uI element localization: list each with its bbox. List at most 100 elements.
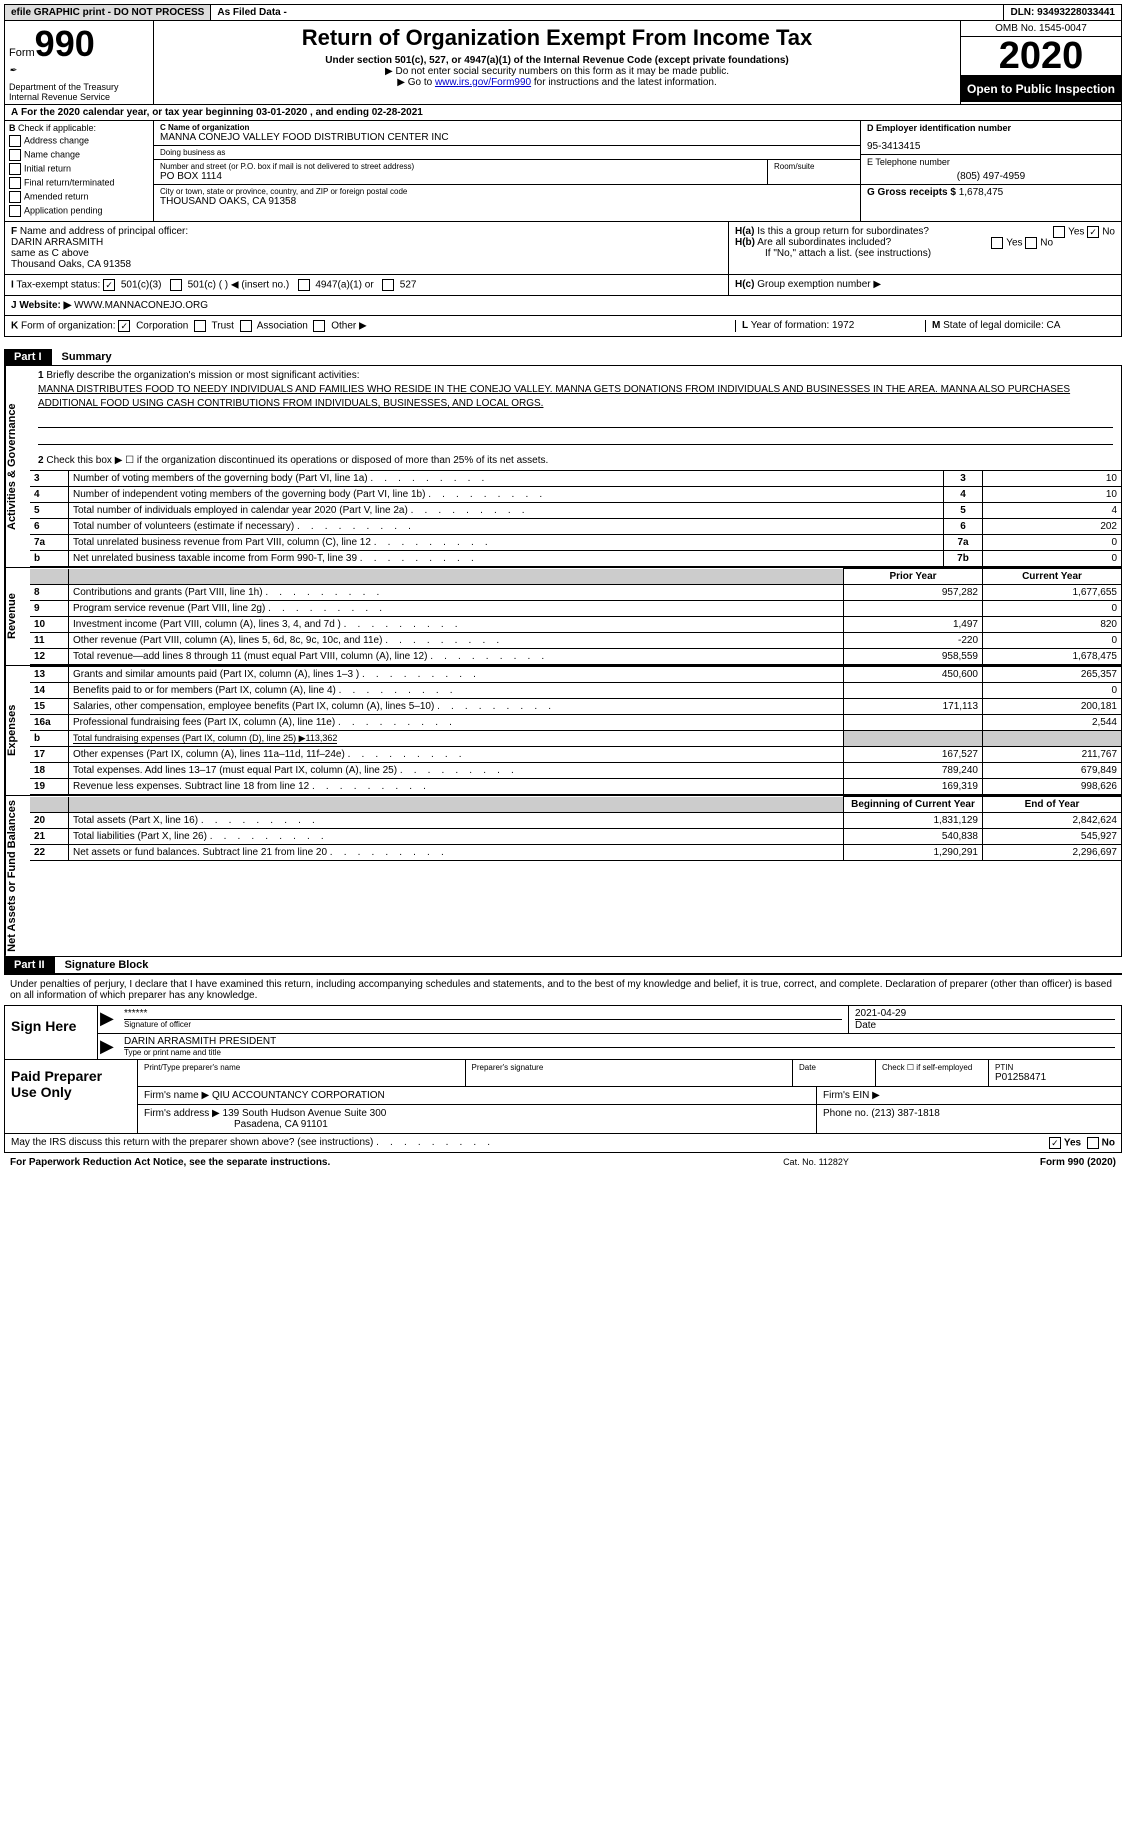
ptin: P01258471: [995, 1072, 1115, 1083]
footer-row: For Paperwork Reduction Act Notice, see …: [4, 1153, 1122, 1172]
hb-no-checkbox[interactable]: [1025, 237, 1037, 249]
501c-checkbox[interactable]: [170, 279, 182, 291]
net-assets-section: Net Assets or Fund Balances Beginning of…: [4, 796, 1122, 957]
section-bcd: B Check if applicable: Address change Na…: [4, 121, 1122, 222]
table-row: 4Number of independent voting members of…: [30, 487, 1121, 503]
application-pending-checkbox[interactable]: [9, 205, 21, 217]
address-change-checkbox[interactable]: [9, 135, 21, 147]
officer-name: DARIN ARRASMITH PRESIDENT: [124, 1036, 1115, 1047]
activities-governance: Activities & Governance 1 Briefly descri…: [4, 366, 1122, 568]
part-ii-header: Part II Signature Block: [4, 957, 1122, 974]
firm-name: QIU ACCOUNTANCY CORPORATION: [212, 1090, 385, 1101]
discuss-yes-checkbox[interactable]: ✓: [1049, 1137, 1061, 1149]
column-d: D Employer identification number 95-3413…: [860, 121, 1121, 221]
table-row: 20Total assets (Part X, line 16)1,831,12…: [30, 813, 1121, 829]
column-c: C Name of organization MANNA CONEJO VALL…: [154, 121, 860, 221]
ha-yes-checkbox[interactable]: [1053, 226, 1065, 238]
expenses-table: 13Grants and similar amounts paid (Part …: [30, 666, 1121, 795]
dept-treasury: Department of the Treasury: [9, 82, 149, 92]
header-right: OMB No. 1545-0047 2020 Open to Public In…: [960, 21, 1121, 104]
table-row: 9Program service revenue (Part VIII, lin…: [30, 601, 1121, 617]
governance-table: 3Number of voting members of the governi…: [30, 470, 1121, 567]
org-name: MANNA CONEJO VALLEY FOOD DISTRIBUTION CE…: [160, 132, 854, 143]
form-prefix: Form: [9, 47, 35, 59]
mission-description: MANNA DISTRIBUTES FOOD TO NEEDY INDIVIDU…: [38, 383, 1113, 411]
discuss-row: May the IRS discuss this return with the…: [4, 1134, 1122, 1153]
efile-notice: efile GRAPHIC print - DO NOT PROCESS: [5, 5, 211, 20]
amended-return-checkbox[interactable]: [9, 191, 21, 203]
revenue-table: Prior Year Current Year 8Contributions a…: [30, 568, 1121, 665]
table-row: 11Other revenue (Part VIII, column (A), …: [30, 633, 1121, 649]
table-row: 15Salaries, other compensation, employee…: [30, 699, 1121, 715]
street-address: PO BOX 1114: [160, 171, 761, 182]
signature-intro: Under penalties of perjury, I declare th…: [4, 974, 1122, 1005]
signature-arrow-icon: ▶: [98, 1006, 118, 1033]
gross-receipts: 1,678,475: [959, 187, 1004, 198]
discuss-no-checkbox[interactable]: [1087, 1137, 1099, 1149]
firm-phone: (213) 387-1818: [871, 1108, 939, 1119]
line-a: A For the 2020 calendar year, or tax yea…: [4, 105, 1122, 121]
527-checkbox[interactable]: [382, 279, 394, 291]
association-checkbox[interactable]: [240, 320, 252, 332]
row-k: K Form of organization: ✓ Corporation Tr…: [4, 316, 1122, 337]
form-title: Return of Organization Exempt From Incom…: [162, 25, 952, 51]
row-j: J Website: ▶ WWW.MANNACONEJO.ORG: [4, 296, 1122, 316]
corporation-checkbox[interactable]: ✓: [118, 320, 130, 332]
table-row: 5Total number of individuals employed in…: [30, 503, 1121, 519]
row-f-h: F Name and address of principal officer:…: [4, 222, 1122, 275]
table-row: 14Benefits paid to or for members (Part …: [30, 683, 1121, 699]
tax-year: 2020: [961, 37, 1121, 76]
hb-yes-checkbox[interactable]: [991, 237, 1003, 249]
column-b: B Check if applicable: Address change Na…: [5, 121, 154, 221]
part-i-header: Part I Summary: [4, 349, 1122, 366]
city-state-zip: THOUSAND OAKS, CA 91358: [160, 196, 854, 207]
form-header: Form990 ✒ Department of the Treasury Int…: [4, 21, 1122, 105]
table-row: 22Net assets or fund balances. Subtract …: [30, 845, 1121, 861]
form-footer: Form 990 (2020): [916, 1157, 1116, 1168]
form-number: 990: [35, 23, 95, 64]
irs: Internal Revenue Service: [9, 92, 149, 102]
table-row: 13Grants and similar amounts paid (Part …: [30, 667, 1121, 683]
501c3-checkbox[interactable]: ✓: [103, 279, 115, 291]
name-arrow-icon: ▶: [98, 1034, 118, 1059]
form-subtitle: Under section 501(c), 527, or 4947(a)(1)…: [162, 55, 952, 66]
ein: 95-3413415: [867, 141, 1115, 152]
ha-no-checkbox[interactable]: ✓: [1087, 226, 1099, 238]
revenue-section: Revenue Prior Year Current Year 8Contrib…: [4, 568, 1122, 666]
phone: (805) 497-4959: [867, 171, 1115, 182]
as-filed: As Filed Data -: [211, 5, 1004, 20]
table-row: 21Total liabilities (Part X, line 26)540…: [30, 829, 1121, 845]
table-row: 19Revenue less expenses. Subtract line 1…: [30, 779, 1121, 795]
url-note: ▶ Go to www.irs.gov/Form990 for instruct…: [162, 77, 952, 88]
table-row: 7aTotal unrelated business revenue from …: [30, 535, 1121, 551]
top-bar: efile GRAPHIC print - DO NOT PROCESS As …: [4, 4, 1122, 21]
website: WWW.MANNACONEJO.ORG: [74, 300, 208, 311]
line-a-text: For the 2020 calendar year, or tax year …: [21, 107, 423, 118]
open-to-public: Open to Public Inspection: [961, 76, 1121, 102]
signature-date: 2021-04-29: [855, 1008, 1115, 1019]
seal-icon: ✒: [9, 65, 149, 76]
expenses-section: Expenses 13Grants and similar amounts pa…: [4, 666, 1122, 796]
table-row: 10Investment income (Part VIII, column (…: [30, 617, 1121, 633]
principal-officer: F Name and address of principal officer:…: [5, 222, 729, 274]
header-center: Return of Organization Exempt From Incom…: [154, 21, 960, 104]
table-row: 3Number of voting members of the governi…: [30, 471, 1121, 487]
trust-checkbox[interactable]: [194, 320, 206, 332]
paid-preparer-block: Paid Preparer Use Only Print/Type prepar…: [4, 1060, 1122, 1134]
net-assets-table: Beginning of Current Year End of Year 20…: [30, 796, 1121, 861]
table-row: 8Contributions and grants (Part VIII, li…: [30, 585, 1121, 601]
officer-signature: ******: [124, 1008, 842, 1019]
table-row: bNet unrelated business taxable income f…: [30, 551, 1121, 567]
irs-link[interactable]: www.irs.gov/Form990: [435, 77, 531, 88]
final-return-checkbox[interactable]: [9, 177, 21, 189]
dln: DLN: 93493228033441: [1004, 5, 1121, 20]
section-h: H(a) Is this a group return for subordin…: [729, 222, 1121, 274]
initial-return-checkbox[interactable]: [9, 163, 21, 175]
table-row: 17Other expenses (Part IX, column (A), l…: [30, 747, 1121, 763]
row-i: I Tax-exempt status: ✓ 501(c)(3) 501(c) …: [4, 275, 1122, 296]
name-change-checkbox[interactable]: [9, 149, 21, 161]
other-checkbox[interactable]: [313, 320, 325, 332]
4947-checkbox[interactable]: [298, 279, 310, 291]
line-a-label: A: [11, 107, 18, 118]
table-row: 16aProfessional fundraising fees (Part I…: [30, 715, 1121, 731]
